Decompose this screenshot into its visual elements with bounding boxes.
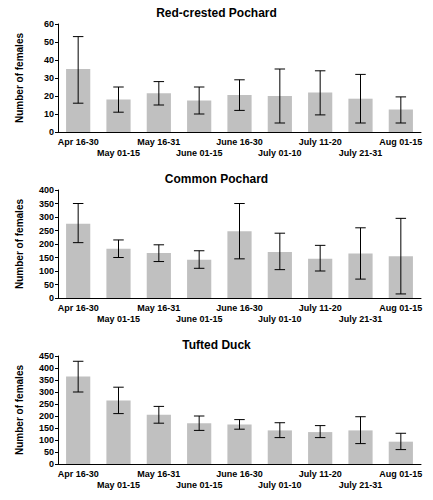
svg-text:July 11-20: July 11-20 (299, 469, 342, 479)
svg-text:300: 300 (39, 387, 54, 397)
svg-text:Red-crested Pochard: Red-crested Pochard (156, 6, 277, 20)
svg-text:50: 50 (44, 280, 54, 290)
svg-text:0: 0 (49, 293, 54, 303)
svg-text:July 21-31: July 21-31 (339, 314, 383, 324)
svg-text:30: 30 (44, 73, 54, 83)
svg-text:200: 200 (39, 411, 54, 421)
svg-text:May 16-31: May 16-31 (137, 137, 180, 147)
svg-text:July 11-20: July 11-20 (299, 303, 342, 313)
svg-text:450: 450 (39, 351, 54, 361)
svg-text:60: 60 (44, 19, 54, 29)
svg-text:400: 400 (39, 363, 54, 373)
svg-text:Apr 16-30: Apr 16-30 (58, 469, 99, 479)
svg-text:350: 350 (39, 199, 54, 209)
svg-text:300: 300 (39, 212, 54, 222)
svg-text:200: 200 (39, 239, 54, 249)
svg-text:July 01-10: July 01-10 (258, 148, 302, 158)
svg-text:May 01-15: May 01-15 (97, 314, 140, 324)
svg-text:Number of females: Number of females (14, 365, 25, 455)
svg-text:July 01-10: July 01-10 (258, 314, 302, 324)
svg-text:June 16-30: June 16-30 (216, 469, 263, 479)
svg-text:100: 100 (39, 266, 54, 276)
svg-text:Aug 01-15: Aug 01-15 (379, 137, 422, 147)
svg-text:50: 50 (44, 37, 54, 47)
svg-text:June 01-15: June 01-15 (176, 148, 223, 158)
svg-text:0: 0 (49, 459, 54, 469)
svg-text:Apr 16-30: Apr 16-30 (58, 137, 99, 147)
svg-text:Aug 01-15: Aug 01-15 (379, 303, 422, 313)
svg-text:Number of females: Number of females (14, 199, 25, 289)
svg-text:June 01-15: June 01-15 (176, 480, 223, 490)
svg-text:July 21-31: July 21-31 (339, 148, 383, 158)
svg-text:250: 250 (39, 226, 54, 236)
svg-text:June 16-30: June 16-30 (216, 303, 263, 313)
svg-text:40: 40 (44, 55, 54, 65)
svg-text:May 01-15: May 01-15 (97, 148, 140, 158)
svg-text:400: 400 (39, 185, 54, 195)
svg-text:Aug 01-15: Aug 01-15 (379, 469, 422, 479)
svg-text:May 01-15: May 01-15 (97, 480, 140, 490)
svg-text:July 11-20: July 11-20 (299, 137, 342, 147)
svg-text:150: 150 (39, 253, 54, 263)
svg-text:July 21-31: July 21-31 (339, 480, 383, 490)
svg-text:Common Pochard: Common Pochard (165, 172, 268, 186)
svg-text:Number of females: Number of females (14, 33, 25, 123)
svg-text:150: 150 (39, 423, 54, 433)
svg-text:100: 100 (39, 435, 54, 445)
svg-text:May 16-31: May 16-31 (137, 303, 180, 313)
svg-text:June 01-15: June 01-15 (176, 314, 223, 324)
svg-text:July 01-10: July 01-10 (258, 480, 302, 490)
svg-text:250: 250 (39, 399, 54, 409)
svg-text:June 16-30: June 16-30 (216, 137, 263, 147)
svg-text:Apr 16-30: Apr 16-30 (58, 303, 99, 313)
svg-text:May 16-31: May 16-31 (137, 469, 180, 479)
svg-text:20: 20 (44, 91, 54, 101)
svg-text:10: 10 (44, 109, 54, 119)
svg-text:Tufted Duck: Tufted Duck (182, 338, 251, 352)
svg-text:350: 350 (39, 375, 54, 385)
svg-text:0: 0 (49, 127, 54, 137)
svg-text:50: 50 (44, 447, 54, 457)
